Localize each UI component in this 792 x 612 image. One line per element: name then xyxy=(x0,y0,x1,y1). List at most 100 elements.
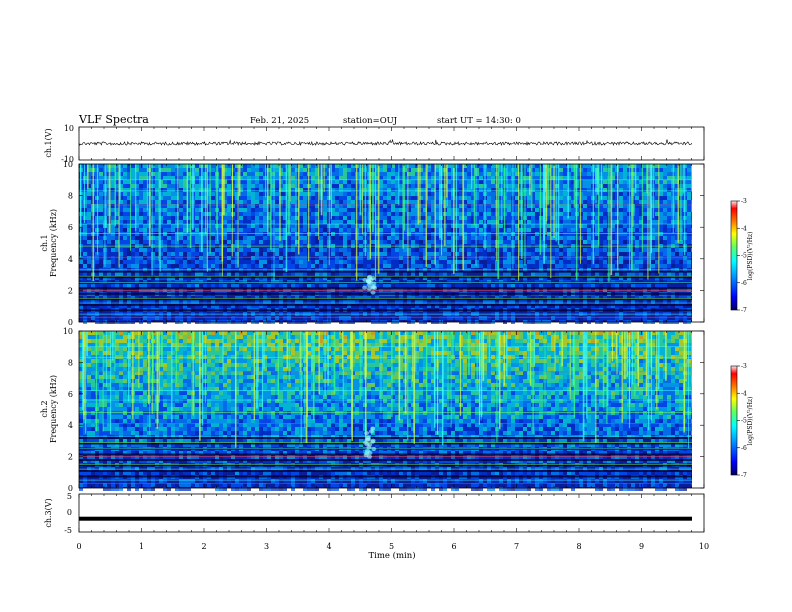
spectrogram-cell xyxy=(467,216,471,220)
spectrogram-cell xyxy=(587,252,591,256)
spectrogram-cell xyxy=(487,200,491,204)
spectrogram-cell xyxy=(507,216,511,220)
spectrogram-cell xyxy=(399,300,403,304)
spectrogram-cell xyxy=(127,196,131,200)
spectrogram-cell xyxy=(279,164,283,168)
spectrogram-cell xyxy=(143,204,147,208)
spectrogram-cell xyxy=(435,300,439,304)
spectrogram-cell xyxy=(243,168,247,172)
spectrogram-cell xyxy=(451,176,455,180)
spectrogram-cell xyxy=(271,200,275,204)
spectrogram-cell xyxy=(115,216,119,220)
spectrogram-cell xyxy=(339,180,343,184)
spectrogram-cell xyxy=(571,180,575,184)
spectrogram-cell xyxy=(219,204,223,208)
spectrogram-cell xyxy=(247,184,251,188)
spectrogram-cell xyxy=(139,204,143,208)
spectrogram-cell xyxy=(459,240,463,244)
spectrogram-cell xyxy=(151,228,155,232)
spectrogram-cell xyxy=(439,224,443,228)
spectrogram-cell xyxy=(535,264,539,268)
spectrogram-cell xyxy=(135,164,139,168)
spectrogram-cell xyxy=(479,196,483,200)
spectrogram-cell xyxy=(267,220,271,224)
spectrogram-cell xyxy=(203,176,207,180)
spectrogram-cell xyxy=(527,208,531,212)
spectrogram-cell xyxy=(227,256,231,260)
spectrogram-cell xyxy=(411,196,415,200)
spectrogram-cell xyxy=(143,192,147,196)
spectrogram-cell xyxy=(159,260,163,264)
spectrogram-cell xyxy=(367,248,371,252)
spectrogram-cell xyxy=(339,196,343,200)
spectrogram-cell xyxy=(399,176,403,180)
spectrogram-cell xyxy=(335,168,339,172)
spectrogram-cell xyxy=(427,212,431,216)
spectrogram-cell xyxy=(127,252,131,256)
spectrogram-cell xyxy=(627,240,631,244)
spectrogram-cell xyxy=(351,264,355,268)
spectrogram-cell xyxy=(251,232,255,236)
spectrogram-cell xyxy=(571,176,575,180)
spectrogram-cell xyxy=(251,192,255,196)
spectrogram-cell xyxy=(583,240,587,244)
spectrogram-cell xyxy=(459,316,463,320)
spectrogram-cell xyxy=(499,284,503,288)
spectrogram-cell xyxy=(255,188,259,192)
spectrogram-cell xyxy=(187,248,191,252)
spectrogram-cell xyxy=(155,216,159,220)
spectrogram-cell xyxy=(259,264,263,268)
spectrogram-cell xyxy=(199,204,203,208)
spectrogram-cell xyxy=(119,184,123,188)
spectrogram-cell xyxy=(235,300,239,304)
spectrogram-cell xyxy=(311,200,315,204)
spectrogram-cell xyxy=(339,184,343,188)
spectrogram-cell xyxy=(295,224,299,228)
spectrogram-cell xyxy=(475,300,479,304)
spectrogram-cell xyxy=(119,240,123,244)
spectrogram-cell xyxy=(79,256,83,260)
spectrogram-cell xyxy=(507,316,511,320)
spectrogram-cell xyxy=(187,252,191,256)
spectrogram-cell xyxy=(143,316,147,320)
spectrogram-cell xyxy=(255,240,259,244)
spectrogram-cell xyxy=(331,224,335,228)
spectrogram-cell xyxy=(343,232,347,236)
spectrogram-cell xyxy=(539,284,543,288)
spectrogram-cell xyxy=(391,172,395,176)
spectrogram-cell xyxy=(387,284,391,288)
spectrogram-cell xyxy=(275,188,279,192)
spectrogram-cell xyxy=(275,304,279,308)
spectrogram-cell xyxy=(467,164,471,168)
spectrogram-cell xyxy=(115,232,119,236)
spectrogram-cell xyxy=(271,232,275,236)
spectrogram-cell xyxy=(167,316,171,320)
spectrogram-cell xyxy=(563,304,567,308)
spectrogram-cell xyxy=(551,300,555,304)
spectrogram-cell xyxy=(359,216,363,220)
spectrogram-cell xyxy=(211,208,215,212)
spectrogram-cell xyxy=(435,252,439,256)
spectrogram-cell xyxy=(547,212,551,216)
spectrogram-cell xyxy=(99,256,103,260)
spectrogram-cell xyxy=(235,212,239,216)
spectrogram-cell xyxy=(547,204,551,208)
spectrogram-cell xyxy=(455,284,459,288)
spectrogram-cell xyxy=(555,200,559,204)
spectrogram-cell xyxy=(559,264,563,268)
spectrogram-cell xyxy=(335,172,339,176)
spectrogram-cell xyxy=(347,256,351,260)
spectrogram-cell xyxy=(379,240,383,244)
spectrogram-cell xyxy=(407,196,411,200)
spectrogram-cell xyxy=(155,204,159,208)
spectrogram-cell xyxy=(627,212,631,216)
spectrogram-cell xyxy=(127,216,131,220)
spectrogram-cell xyxy=(351,192,355,196)
spectrogram-cell xyxy=(295,256,299,260)
spectrogram-cell xyxy=(239,224,243,228)
spectrogram-cell xyxy=(491,256,495,260)
spectrogram-cell xyxy=(135,228,139,232)
spectrogram-cell xyxy=(447,196,451,200)
spectrogram-cell xyxy=(615,192,619,196)
spectrogram-cell xyxy=(511,304,515,308)
